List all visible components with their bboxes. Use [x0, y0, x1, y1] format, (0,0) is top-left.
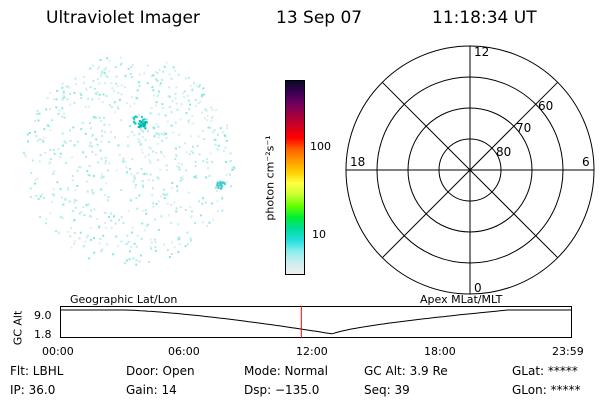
- seq-info: Seq: 39: [364, 383, 410, 397]
- filter-info: Flt: LBHL: [10, 364, 64, 378]
- x-tick-2359: 23:59: [552, 345, 584, 358]
- colorbar-unit-label: photon cm⁻²s⁻¹: [263, 135, 277, 221]
- geographic-caption: Geographic Lat/Lon: [70, 293, 178, 306]
- dsp-info: Dsp: −135.0: [244, 383, 320, 397]
- colorbar-tick-10: 10: [312, 228, 326, 241]
- glon-info: GLon: *****: [512, 383, 581, 397]
- lat-label-70: 70: [516, 121, 531, 135]
- ymax-label: 9.0: [34, 309, 52, 322]
- gain-info: Gain: 14: [126, 383, 177, 397]
- mode-info: Mode: Normal: [244, 364, 328, 378]
- time-label: 11:18:34 UT: [432, 8, 537, 28]
- mlt-label-6: 6: [582, 155, 590, 169]
- color-scale-bar: [285, 80, 305, 275]
- altitude-curve: [60, 309, 572, 335]
- instrument-title: Ultraviolet Imager: [46, 8, 200, 28]
- gc-alt-axis-label: GC Alt: [11, 310, 25, 346]
- gc-alt-info: GC Alt: 3.9 Re: [364, 364, 448, 378]
- glat-info: GLat: *****: [512, 364, 578, 378]
- colorbar-tick-100: 100: [310, 140, 331, 153]
- mlt-label-0: 0: [474, 281, 482, 295]
- mlt-label-18: 18: [350, 155, 365, 169]
- lat-label-80: 80: [496, 145, 511, 159]
- mlt-label-12: 12: [474, 45, 489, 59]
- orbit-altitude-timeline: [60, 306, 572, 338]
- x-tick-0600: 06:00: [168, 345, 200, 358]
- lat-label-60: 60: [538, 99, 553, 113]
- x-tick-0000: 00:00: [42, 345, 74, 358]
- door-info: Door: Open: [126, 364, 195, 378]
- ymin-label: 1.8: [34, 328, 52, 341]
- apex-caption: Apex MLat/MLT: [420, 293, 503, 306]
- ip-info: IP: 36.0: [10, 383, 56, 397]
- date-label: 13 Sep 07: [276, 8, 363, 28]
- x-tick-1200: 12:00: [296, 345, 328, 358]
- x-tick-1800: 18:00: [424, 345, 456, 358]
- auroral-image: [22, 56, 236, 266]
